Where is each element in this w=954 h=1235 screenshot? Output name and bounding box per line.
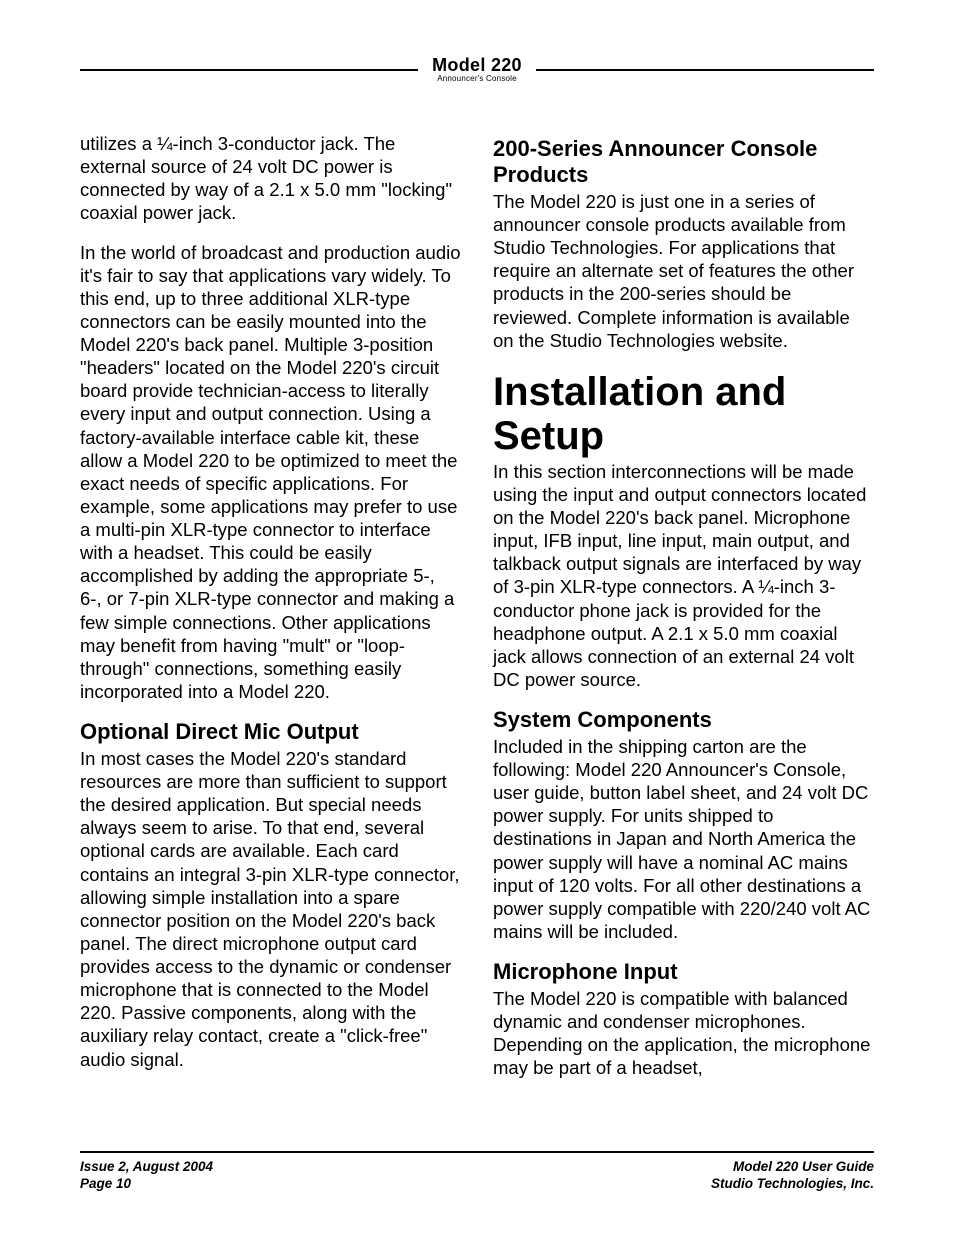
content-columns: utilizes a ¼-inch 3-conductor jack. The … [80, 132, 874, 1096]
right-section1-body: The Model 220 is just one in a series of… [493, 190, 874, 352]
footer-left: Issue 2, August 2004 Page 10 [80, 1159, 213, 1193]
footer-rule [80, 1151, 874, 1153]
right-column: 200-Series Announcer Console Products Th… [493, 132, 874, 1096]
footer-right: Model 220 User Guide Studio Technologies… [711, 1159, 874, 1193]
left-para-2: In the world of broadcast and production… [80, 241, 461, 704]
page-footer: Issue 2, August 2004 Page 10 Model 220 U… [80, 1151, 874, 1193]
footer-guide: Model 220 User Guide [711, 1159, 874, 1176]
heading-200-series: 200-Series Announcer Console Products [493, 136, 874, 188]
left-para-1: utilizes a ¼-inch 3-conductor jack. The … [80, 132, 461, 225]
footer-row: Issue 2, August 2004 Page 10 Model 220 U… [80, 1159, 874, 1193]
left-column: utilizes a ¼-inch 3-conductor jack. The … [80, 132, 461, 1096]
heading-microphone-input: Microphone Input [493, 959, 874, 985]
header-rule-right [536, 69, 874, 71]
right-h1-body: In this section interconnections will be… [493, 460, 874, 691]
footer-issue: Issue 2, August 2004 [80, 1159, 213, 1176]
left-section1-body: In most cases the Model 220's standard r… [80, 747, 461, 1071]
header-title-block: Model 220 Announcer's Console [418, 56, 536, 83]
page-header: Model 220 Announcer's Console [80, 56, 874, 84]
header-rule-left [80, 69, 418, 71]
heading-optional-direct-mic-output: Optional Direct Mic Output [80, 719, 461, 745]
header-model: Model 220 [432, 56, 522, 75]
header-subtitle: Announcer's Console [432, 75, 522, 83]
heading-installation-and-setup: Installation and Setup [493, 370, 874, 458]
footer-page: Page 10 [80, 1176, 213, 1193]
right-section2-body: Included in the shipping carton are the … [493, 735, 874, 943]
right-section3-body: The Model 220 is compatible with balance… [493, 987, 874, 1080]
heading-system-components: System Components [493, 707, 874, 733]
footer-company: Studio Technologies, Inc. [711, 1176, 874, 1193]
